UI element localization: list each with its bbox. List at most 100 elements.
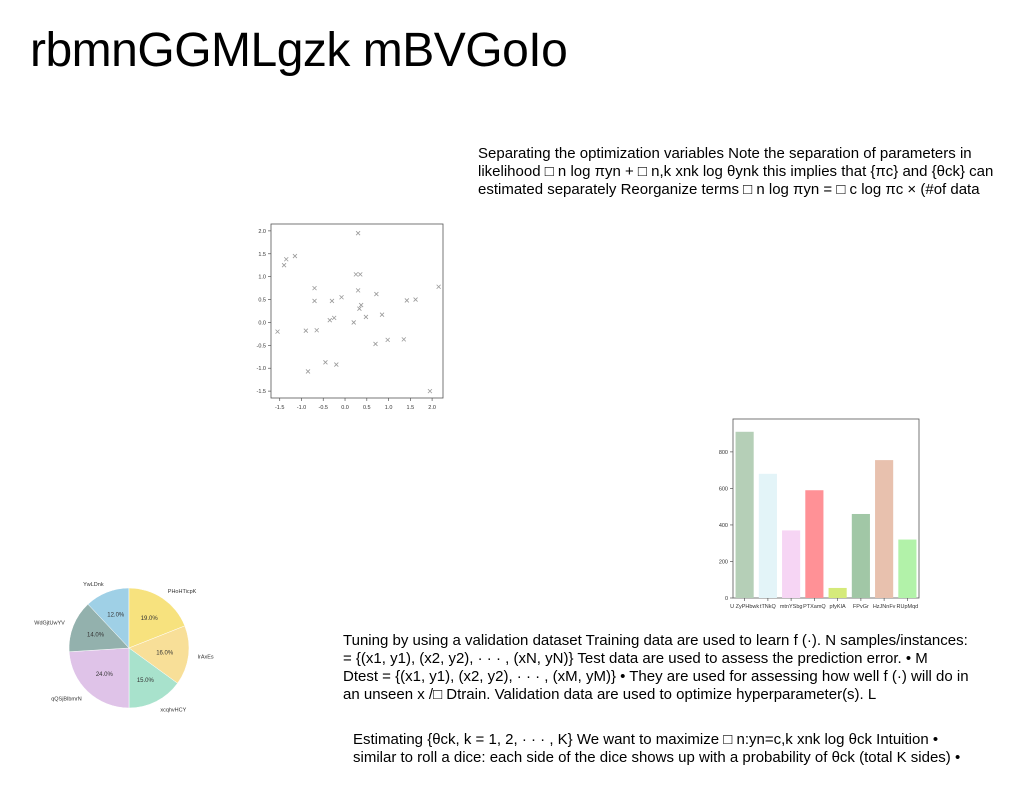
bar — [851, 513, 870, 598]
text-line: similar to roll a dice: each side of the… — [353, 749, 961, 766]
point-stroke — [312, 285, 317, 291]
point-stroke — [357, 272, 363, 277]
point-stroke — [401, 337, 407, 342]
pie-percent-label: 16.0% — [156, 651, 174, 657]
pie-slice — [128, 625, 190, 684]
scatter-chart: -1.5 -1.0 -0.5 0.0 0.5 1.0 1.5 2.0 2.0 1.5 1.0 0.5 0… — [257, 223, 444, 411]
pie-percent-label: 14.0% — [87, 633, 105, 639]
point-stroke — [436, 284, 441, 290]
point-stroke — [327, 317, 333, 323]
y-tick-label: 600 — [719, 486, 728, 492]
x-tick-label: pfyKIA — [830, 604, 847, 610]
scatter-point — [374, 291, 379, 297]
pie-percent-label: 12.0% — [107, 613, 125, 619]
point-stroke — [329, 298, 335, 304]
bar — [898, 539, 917, 598]
scatter-point — [323, 360, 328, 365]
scatter-point — [436, 284, 441, 290]
point-stroke — [357, 306, 362, 311]
text-line: estimated separately Reorganize terms □ … — [478, 181, 980, 198]
point-stroke — [351, 320, 357, 325]
scatter-point — [363, 314, 369, 320]
bar — [828, 587, 847, 598]
scatter-point — [401, 337, 407, 342]
scatter-point — [305, 369, 311, 374]
pie-chart: 12.0% YwLDnk 19.0% PHoHTicpK 16.0% IrAxEs 15.0… — [34, 582, 214, 714]
y-tick-label: 0 — [725, 596, 728, 602]
scatter-point — [355, 230, 361, 236]
point-stroke — [292, 253, 298, 259]
x-tick-label: 1.0 — [385, 405, 393, 411]
text-line: Estimating {θck, k = 1, 2, · · · , K} We… — [353, 731, 939, 748]
y-tick-label: 1.5 — [258, 252, 266, 258]
point-stroke — [413, 297, 418, 302]
scatter-point — [373, 341, 378, 347]
point-stroke — [379, 312, 385, 317]
scatter-point — [357, 306, 362, 311]
text-block-separating-variables: Separating the optimization variables No… — [478, 145, 1024, 199]
page-title: rbmnGGMLgzk mBVGoIo — [30, 24, 568, 77]
x-tick-label: -1.5 — [275, 405, 284, 411]
scatter-point — [404, 298, 410, 303]
y-tick-label: 0.5 — [258, 298, 266, 304]
scatter-point — [275, 329, 280, 334]
scatter-point — [353, 272, 359, 277]
text-line: an unseen x /□ Dtrain. Validation data a… — [343, 686, 877, 703]
x-tick-label: HzJNnFv — [873, 604, 896, 610]
scatter-point — [334, 362, 339, 367]
bar-chart: 0 200 400 600 800 U ZyPHbwk tTNkQ mtnYSbg PTXamQ… — [719, 418, 920, 610]
bar — [805, 490, 824, 598]
x-tick-label: -0.5 — [319, 405, 328, 411]
y-tick-label: 1.0 — [258, 275, 266, 281]
bar — [875, 460, 894, 598]
y-tick-label: -1.5 — [257, 389, 266, 395]
pie-category-label: xcqhvHCY — [160, 707, 186, 713]
x-tick-label: FPvGr — [853, 604, 869, 610]
point-stroke — [281, 262, 287, 268]
x-tick-label: mtnYSbg — [780, 604, 803, 610]
scatter-point — [312, 298, 317, 304]
text-line: likelihood □ n log πyn + □ n,k xnk log θ… — [478, 163, 994, 180]
point-stroke — [385, 337, 390, 343]
pie-percent-label: 24.0% — [96, 672, 114, 678]
y-tick-label: -1.0 — [257, 366, 266, 372]
point-stroke — [358, 302, 364, 308]
bar — [782, 530, 801, 598]
scatter-point — [281, 262, 287, 268]
y-tick-label: 400 — [719, 523, 728, 529]
point-stroke — [314, 327, 320, 333]
scatter-point — [357, 272, 363, 277]
x-tick-label: 2.0 — [428, 405, 436, 411]
point-stroke — [373, 341, 378, 347]
pie-slice — [68, 647, 130, 709]
point-stroke — [303, 328, 309, 333]
plot-frame — [732, 418, 920, 599]
pie-slice — [128, 647, 178, 709]
scatter-point — [329, 298, 335, 304]
scatter-point — [358, 302, 364, 308]
text-block-validation-dataset: Tuning by using a validation dataset Tra… — [343, 632, 1024, 704]
bar — [735, 431, 754, 598]
text-line: Tuning by using a validation dataset Tra… — [343, 632, 968, 649]
scatter-point — [413, 297, 418, 302]
point-stroke — [283, 256, 289, 262]
text-line: = {(x1, y1), (x2, y2), · · · , (xN, yN)}… — [343, 650, 928, 667]
point-stroke — [305, 369, 311, 374]
y-tick-label: 0.0 — [258, 320, 266, 326]
plot-frame — [270, 223, 444, 399]
pie-percent-label: 15.0% — [137, 678, 155, 684]
bar — [758, 473, 777, 598]
scatter-point — [292, 253, 298, 259]
scatter-point — [283, 256, 289, 262]
scatter-point — [331, 315, 337, 321]
x-tick-label: RUpMqd — [897, 604, 919, 610]
y-tick-label: 800 — [719, 450, 728, 456]
point-stroke — [355, 288, 361, 293]
point-stroke — [427, 388, 433, 394]
x-tick-label: tTNkQ — [760, 604, 777, 610]
x-tick-label: 0.5 — [363, 405, 371, 411]
point-stroke — [355, 230, 361, 236]
x-tick-label: -1.0 — [297, 405, 306, 411]
scatter-point — [327, 317, 333, 323]
scatter-point — [355, 288, 361, 293]
